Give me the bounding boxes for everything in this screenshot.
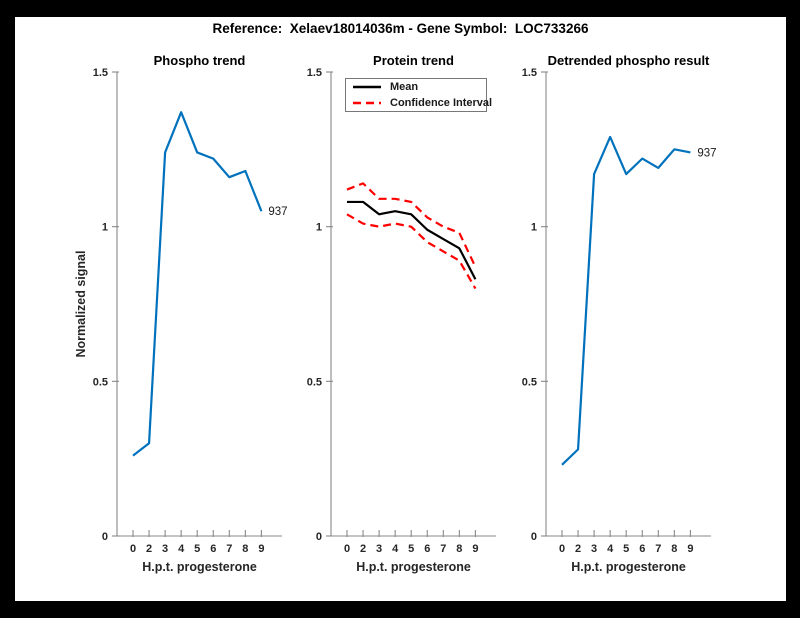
y-tick-label: 0.5 xyxy=(307,376,322,388)
x-tick-label: 2 xyxy=(575,543,581,555)
series-end-label: 937 xyxy=(697,147,716,159)
x-tick-label: 2 xyxy=(146,543,152,555)
x-tick-label: 6 xyxy=(639,543,645,555)
x-tick-label: 2 xyxy=(360,543,366,555)
x-tick-label: 5 xyxy=(408,543,414,555)
x-tick-label: 0 xyxy=(130,543,136,555)
subplot-title-detrended-result: Detrended phospho result xyxy=(547,53,710,68)
x-axis-label-2: H.p.t. progesterone xyxy=(356,560,471,574)
x-tick-label: 4 xyxy=(178,543,185,555)
y-tick-label: 0 xyxy=(531,531,537,543)
y-tick-label: 1.5 xyxy=(307,67,322,79)
figure-canvas: Reference: Xelaev18014036m - Gene Symbol… xyxy=(15,17,786,601)
series-line-confidence-interval-upper- xyxy=(346,182,477,268)
y-tick-label: 0.5 xyxy=(522,376,537,388)
y-tick-label: 0.5 xyxy=(93,376,108,388)
x-tick-label: 9 xyxy=(472,543,478,555)
legend-line-solid-icon xyxy=(353,85,381,89)
legend-line-dashed-icon xyxy=(353,101,381,105)
y-tick-label: 1 xyxy=(316,222,322,234)
x-tick-label: 5 xyxy=(194,543,200,555)
legend-label-confidence-interval: Confidence Interval xyxy=(390,97,493,109)
x-axis-label-3: H.p.t. progesterone xyxy=(571,560,686,574)
y-tick-label: 0 xyxy=(102,531,108,543)
x-tick-label: 8 xyxy=(456,543,462,555)
legend-label-mean: Mean xyxy=(390,81,419,93)
x-tick-label: 8 xyxy=(671,543,677,555)
x-axis-label-1: H.p.t. progesterone xyxy=(142,560,257,574)
x-tick-label: 9 xyxy=(258,543,264,555)
y-tick-label: 1 xyxy=(531,222,537,234)
y-tick-label: 1 xyxy=(102,222,108,234)
subplot-title-protein-trend: Protein trend xyxy=(373,53,454,68)
x-tick-label: 3 xyxy=(591,543,597,555)
x-tick-label: 9 xyxy=(687,543,693,555)
x-tick-label: 7 xyxy=(655,543,661,555)
x-tick-label: 6 xyxy=(424,543,430,555)
legend-item-mean: Mean xyxy=(346,79,486,95)
series-line-confidence-interval-lower- xyxy=(346,213,477,290)
legend-box: Mean Confidence Interval xyxy=(345,78,492,112)
y-tick-label: 0 xyxy=(316,531,322,543)
x-tick-label: 0 xyxy=(559,543,565,555)
y-tick-label: 1.5 xyxy=(522,67,537,79)
x-tick-label: 3 xyxy=(162,543,168,555)
x-tick-label: 4 xyxy=(392,543,399,555)
x-tick-label: 4 xyxy=(607,543,614,555)
x-tick-label: 5 xyxy=(623,543,629,555)
x-tick-label: 7 xyxy=(440,543,446,555)
y-tick-label: 1.5 xyxy=(93,67,108,79)
x-tick-label: 3 xyxy=(376,543,382,555)
legend-item-confidence-interval: Confidence Interval xyxy=(346,95,492,111)
x-tick-label: 0 xyxy=(344,543,350,555)
x-tick-label: 8 xyxy=(242,543,248,555)
x-tick-label: 6 xyxy=(210,543,216,555)
x-tick-label: 7 xyxy=(226,543,232,555)
series-line-mean xyxy=(347,200,477,280)
series-line-937 xyxy=(132,111,263,457)
series-end-label: 937 xyxy=(268,206,287,218)
series-line-937 xyxy=(561,135,691,466)
subplot-title-phospho-trend: Phospho trend xyxy=(153,53,246,68)
figure-title: Reference: Xelaev18014036m - Gene Symbol… xyxy=(212,21,589,36)
